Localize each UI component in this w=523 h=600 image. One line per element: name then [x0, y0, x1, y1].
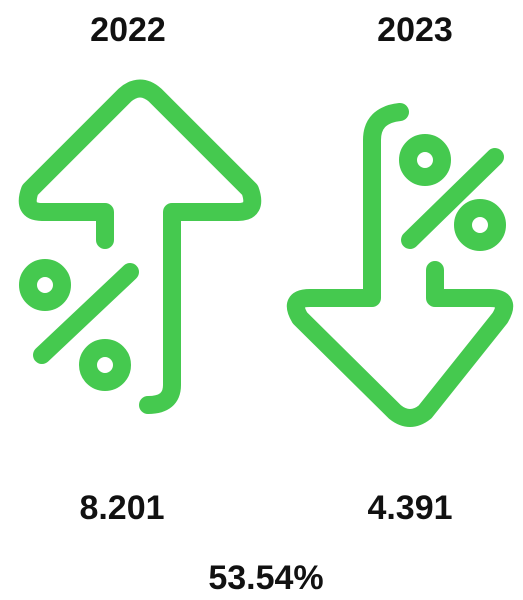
- value-label: 8.201: [79, 489, 164, 527]
- down-arrow-icon: [286, 103, 514, 427]
- value-label: 4.391: [367, 489, 452, 527]
- change-label: 53.54%: [208, 559, 323, 595]
- year-label: 2022: [90, 11, 166, 49]
- year-label: 2023: [377, 11, 453, 49]
- up-arrow-icon: [18, 79, 262, 414]
